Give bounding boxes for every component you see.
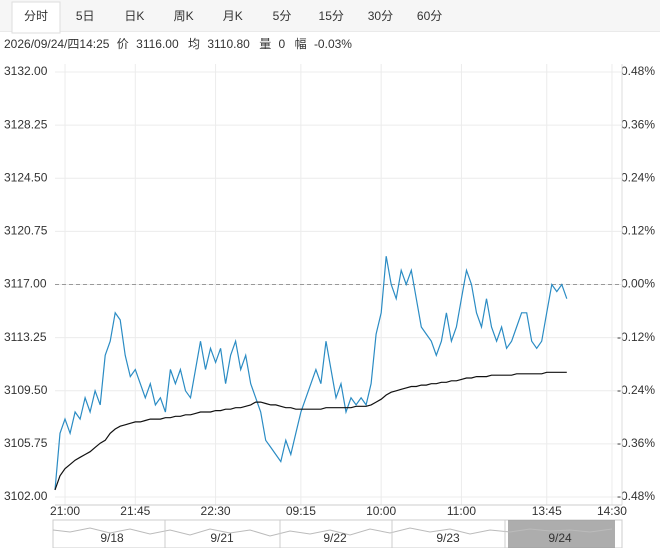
navigator: 9/18 9/21 9/22 9/23 9/24 xyxy=(52,519,623,548)
y2-tick-label: 0.24% xyxy=(621,170,655,184)
tab-bar xyxy=(0,0,660,32)
x-tick-label: 13:45 xyxy=(532,504,562,518)
tab[interactable]: 月K xyxy=(223,9,243,23)
info-vol: 0 xyxy=(279,37,286,51)
navigator-label: 9/21 xyxy=(210,531,234,545)
x-tick-label: 09:15 xyxy=(286,504,316,518)
price-line xyxy=(54,256,568,490)
navigator-label: 9/24 xyxy=(548,531,572,545)
tab[interactable]: 周K xyxy=(174,9,194,23)
info-datetime: 2026/09/24/四14:25 xyxy=(4,37,110,51)
navigator-label: 9/18 xyxy=(100,531,124,545)
y2-tick-label: 0.00% xyxy=(621,277,655,291)
y-tick-label: 3109.50 xyxy=(4,383,48,397)
y2-tick-label: -0.48% xyxy=(617,489,655,503)
y-tick-label: 3102.00 xyxy=(4,489,48,503)
info-price: 3116.00 xyxy=(136,37,179,51)
y2-tick-label: -0.12% xyxy=(617,330,655,344)
info-range: -0.03% xyxy=(314,37,352,51)
tab[interactable]: 60分 xyxy=(417,9,442,23)
info-range-label: 幅 xyxy=(295,36,307,51)
x-tick-label: 14:30 xyxy=(597,504,627,518)
navigator-label: 9/23 xyxy=(436,531,460,545)
y-tick-label: 3132.00 xyxy=(4,64,48,78)
info-vol-label: 量 xyxy=(259,37,271,51)
y-tick-label: 3105.75 xyxy=(4,436,48,450)
active-tab xyxy=(11,1,61,34)
y2-tick-label: 0.36% xyxy=(621,117,655,131)
y-tick-label: 3117.00 xyxy=(4,277,47,291)
tab[interactable]: 30分 xyxy=(368,9,393,23)
x-tick-label: 22:30 xyxy=(201,504,231,518)
navigator-label: 9/22 xyxy=(323,531,347,545)
navigator-line xyxy=(52,527,613,537)
navigator-selection[interactable] xyxy=(508,520,615,548)
x-tick-label: 21:45 xyxy=(120,504,150,518)
info-line: 2026/09/24/四14:25 价 3116.00 均 3110.80 量 … xyxy=(4,36,352,51)
info-avg-label: 均 xyxy=(188,37,200,51)
tab[interactable]: 5日 xyxy=(76,9,95,23)
y-tick-label: 3128.25 xyxy=(4,117,48,131)
info-avg: 3110.80 xyxy=(207,37,250,51)
y2-tick-label: 0.48% xyxy=(621,64,655,78)
tab[interactable]: 5分 xyxy=(273,9,292,23)
x-tick-label: 21:00 xyxy=(50,504,80,518)
x-tick-label: 11:00 xyxy=(447,504,476,518)
y-tick-label: 3113.25 xyxy=(4,330,47,344)
y-tick-label: 3124.50 xyxy=(4,170,48,184)
info-price-label: 价 xyxy=(117,37,129,51)
y2-tick-label: -0.36% xyxy=(617,436,655,450)
tab[interactable]: 分时 xyxy=(24,9,48,23)
info-bar xyxy=(0,32,660,58)
tab[interactable]: 15分 xyxy=(319,9,344,23)
x-tick-label: 10:00 xyxy=(366,504,396,518)
y2-tick-label: -0.24% xyxy=(617,383,655,397)
price-line xyxy=(54,371,567,491)
y2-tick-label: 0.12% xyxy=(621,224,655,238)
y-tick-label: 3120.75 xyxy=(4,224,48,238)
tab[interactable]: 日K xyxy=(124,9,144,23)
